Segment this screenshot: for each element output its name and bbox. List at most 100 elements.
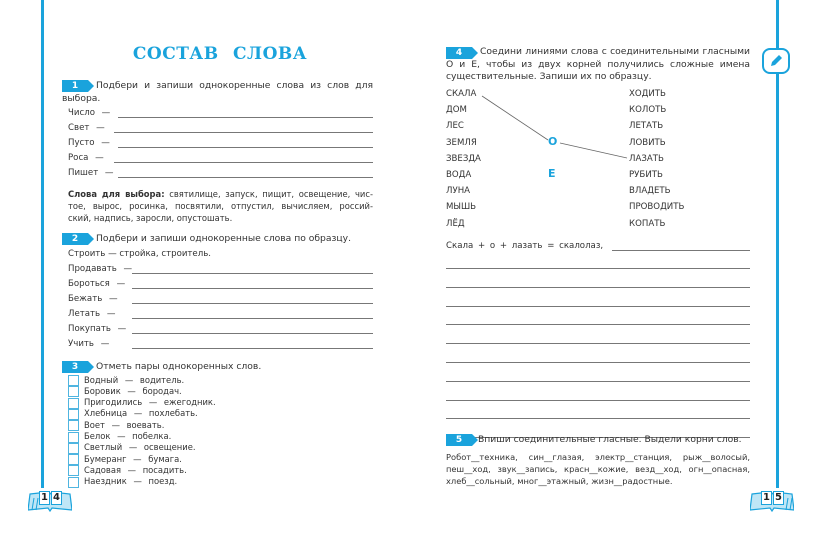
root-word-right[interactable]: ЛАЗАТЬ: [629, 153, 664, 164]
write-line[interactable]: [446, 437, 750, 439]
pair-checkbox[interactable]: [68, 386, 79, 398]
choices-text: тое, вырос, росинка, посвятили, отпустил…: [68, 201, 373, 211]
root-word-right[interactable]: ЛОВИТЬ: [629, 137, 666, 148]
write-line[interactable]: [132, 333, 373, 334]
word-pair: Хлебница — похлебать.: [84, 408, 198, 419]
write-line[interactable]: [132, 303, 373, 304]
root-word-left[interactable]: ЗВЕЗДА: [446, 153, 481, 164]
write-line[interactable]: [446, 286, 750, 288]
page-digit: 4: [51, 491, 62, 505]
page-digit: 1: [39, 491, 50, 505]
word-pair: Боровик — бородач.: [84, 385, 182, 396]
root-word-left[interactable]: ЛУНА: [446, 186, 471, 197]
pencil-button[interactable]: [762, 48, 790, 74]
write-line[interactable]: [114, 132, 373, 133]
pair-checkbox[interactable]: [68, 454, 79, 466]
pair-checkbox[interactable]: [68, 397, 79, 409]
write-line[interactable]: [114, 162, 373, 163]
vowel-o[interactable]: О: [548, 135, 558, 148]
task1-word-choices: Слова для выбора: святилище, запуск, пищ…: [68, 188, 373, 224]
pair-checkbox[interactable]: [68, 476, 79, 488]
root-word-left[interactable]: ЛЕС: [446, 121, 464, 132]
open-book-icon: [749, 491, 795, 513]
root-word-right[interactable]: ХОДИТЬ: [629, 89, 666, 99]
write-line[interactable]: [446, 324, 750, 326]
task2-row-label: Бороться —: [68, 279, 126, 289]
root-word-right[interactable]: КОПАТЬ: [629, 218, 666, 229]
page-digit: 1: [761, 491, 772, 505]
task2-row-label: Летать —: [68, 309, 116, 319]
pair-checkbox[interactable]: [68, 420, 79, 432]
pencil-icon: [771, 55, 782, 66]
root-word-right[interactable]: РУБИТЬ: [629, 170, 663, 180]
task5-exercise: Робот__техника, син__глазая, электр__ста…: [446, 451, 750, 487]
write-line[interactable]: [132, 288, 373, 289]
task2-instruction: Подбери и запиши однокоренные слова по о…: [96, 233, 352, 244]
pair-checkbox[interactable]: [68, 442, 79, 454]
write-line[interactable]: [132, 273, 373, 274]
write-line[interactable]: [446, 305, 750, 307]
page-digit: 5: [773, 491, 784, 505]
pair-checkbox[interactable]: [68, 431, 79, 443]
pair-checkbox[interactable]: [68, 465, 79, 477]
write-line[interactable]: [446, 268, 750, 269]
task-badge-3: 3: [62, 361, 94, 373]
task-badge-2: 2: [62, 233, 94, 245]
write-line[interactable]: [132, 348, 373, 349]
task1-row-label: Пишет —: [68, 168, 114, 178]
write-line[interactable]: [118, 147, 373, 148]
write-line[interactable]: [118, 117, 373, 118]
choices-label: Слова для выбора:: [68, 189, 165, 199]
task5-instruction: Впиши соединительные гласные. Выдели кор…: [478, 434, 742, 445]
task1-instruction-line: Подбери и запиши однокоренные слова из с…: [96, 80, 373, 91]
write-line[interactable]: [132, 318, 373, 319]
root-word-left[interactable]: МЫШЬ: [446, 202, 477, 213]
write-line[interactable]: [446, 362, 750, 363]
task1-row-label: Роса —: [68, 153, 104, 163]
task-badge-1: 1: [62, 80, 94, 92]
root-word-right[interactable]: ЛЕТАТЬ: [629, 121, 664, 132]
root-word-right[interactable]: ВЛАДЕТЬ: [629, 186, 671, 197]
write-line[interactable]: [612, 250, 750, 251]
word-pair: Воет — воевать.: [84, 419, 165, 430]
word-pair: Белок — побелка.: [84, 431, 172, 441]
word-pair: Пригодились — ежегодник.: [84, 397, 216, 408]
task2-row-label: Продавать —: [68, 264, 133, 274]
root-word-left[interactable]: ВОДА: [446, 170, 472, 180]
task4-line: Соедини линиями слова с соединительными …: [480, 46, 750, 57]
page-number-book-icon: 1 5: [749, 488, 795, 513]
root-word-left[interactable]: ЛЁД: [446, 218, 465, 229]
vowel-e[interactable]: Е: [548, 167, 556, 180]
task2-row-label: Учить —: [68, 339, 110, 349]
task4-example: Скала + о + лазать = скалолаз,: [446, 241, 604, 251]
write-line[interactable]: [446, 399, 750, 401]
open-book-icon: [27, 491, 73, 513]
task2-example: Строить — стройка, строитель.: [68, 249, 211, 259]
write-line[interactable]: [118, 177, 373, 178]
root-word-left[interactable]: ЗЕМЛЯ: [446, 137, 477, 148]
root-word-right[interactable]: ПРОВОДИТЬ: [629, 202, 685, 213]
root-word-left[interactable]: ДОМ: [446, 105, 467, 116]
task4-line: существительные. Запиши их по образцу.: [446, 71, 652, 82]
task1-instruction-line: выбора.: [62, 93, 101, 104]
page-title: СОСТАВ СЛОВА: [132, 44, 308, 64]
task2-row-label: Покупать —: [68, 324, 127, 334]
pair-checkbox[interactable]: [68, 408, 79, 420]
task4-line: О и Е, чтобы из двух корней получились с…: [446, 58, 750, 70]
write-line[interactable]: [446, 343, 750, 345]
connector-line: [559, 142, 628, 159]
task5-line: пеш__ход, звук__запись, красн__кожие, ве…: [446, 464, 750, 474]
root-word-left[interactable]: СКАЛА: [446, 89, 477, 99]
task1-row-label: Свет —: [68, 123, 105, 133]
pair-checkbox[interactable]: [68, 375, 79, 386]
word-pair: Водный — водитель.: [84, 374, 185, 385]
root-word-right[interactable]: КОЛОТЬ: [629, 105, 667, 116]
write-line[interactable]: [446, 418, 750, 420]
task5-line: Робот__техника, син__глазая, электр__ста…: [446, 452, 750, 462]
connector-line: [481, 95, 549, 141]
right-margin-rule: [776, 0, 779, 488]
task2-row-label: Бежать —: [68, 294, 118, 304]
task3-instruction: Отметь пары однокоренных слов.: [96, 361, 262, 372]
write-line[interactable]: [446, 380, 750, 382]
word-pair: Бумеранг — бумага.: [84, 453, 182, 464]
